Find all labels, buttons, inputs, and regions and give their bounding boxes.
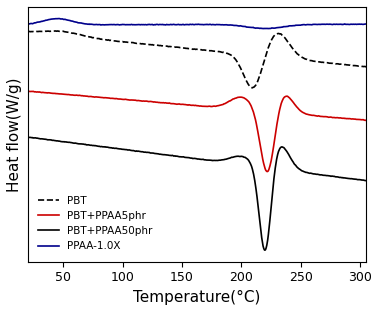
PPAA-1.0X [43,19,47,22]
PPAA-1.0X [55,17,60,20]
PBT [292,49,297,53]
PBT+PPAA5phr [181,103,186,106]
Line: PBT: PBT [27,31,366,88]
PBT [43,30,47,33]
PBT+PPAA50phr [354,178,359,181]
PBT+PPAA5phr [190,103,195,107]
PPAA-1.0X [181,23,186,27]
PBT [53,29,58,33]
PPAA-1.0X [354,22,359,26]
Y-axis label: Heat flow(W/g): Heat flow(W/g) [7,77,22,192]
Line: PBT+PPAA50phr: PBT+PPAA50phr [27,137,366,250]
PBT+PPAA50phr [25,135,30,139]
PBT+PPAA50phr [190,157,195,160]
Line: PBT+PPAA5phr: PBT+PPAA5phr [27,91,366,172]
PBT+PPAA50phr [43,137,47,141]
PBT [190,47,195,51]
PBT+PPAA50phr [292,163,297,166]
PBT+PPAA50phr [355,178,359,181]
PBT [25,29,30,33]
PBT+PPAA5phr [292,103,297,106]
PBT+PPAA5phr [43,91,47,95]
PBT+PPAA50phr [263,248,267,252]
PBT+PPAA5phr [364,118,369,122]
PBT+PPAA5phr [26,90,31,93]
PBT [354,64,359,68]
PBT [250,86,255,90]
PBT+PPAA5phr [25,90,30,93]
Legend: PBT, PBT+PPAA5phr, PBT+PPAA50phr, PPAA-1.0X: PBT, PBT+PPAA5phr, PBT+PPAA50phr, PPAA-1… [33,191,158,256]
X-axis label: Temperature(°C): Temperature(°C) [133,290,261,305]
PPAA-1.0X [190,22,195,26]
PBT+PPAA50phr [364,179,369,183]
PBT+PPAA50phr [181,155,186,159]
PBT+PPAA5phr [265,170,269,173]
PBT+PPAA5phr [354,118,359,121]
PBT [355,64,359,68]
PPAA-1.0X [25,22,30,26]
PPAA-1.0X [364,22,369,26]
PBT+PPAA50phr [25,135,30,139]
PPAA-1.0X [261,27,266,31]
Line: PPAA-1.0X: PPAA-1.0X [27,18,366,29]
PBT+PPAA5phr [355,118,359,121]
PPAA-1.0X [355,22,359,26]
PBT [181,46,186,50]
PPAA-1.0X [292,24,297,27]
PBT [364,65,369,69]
